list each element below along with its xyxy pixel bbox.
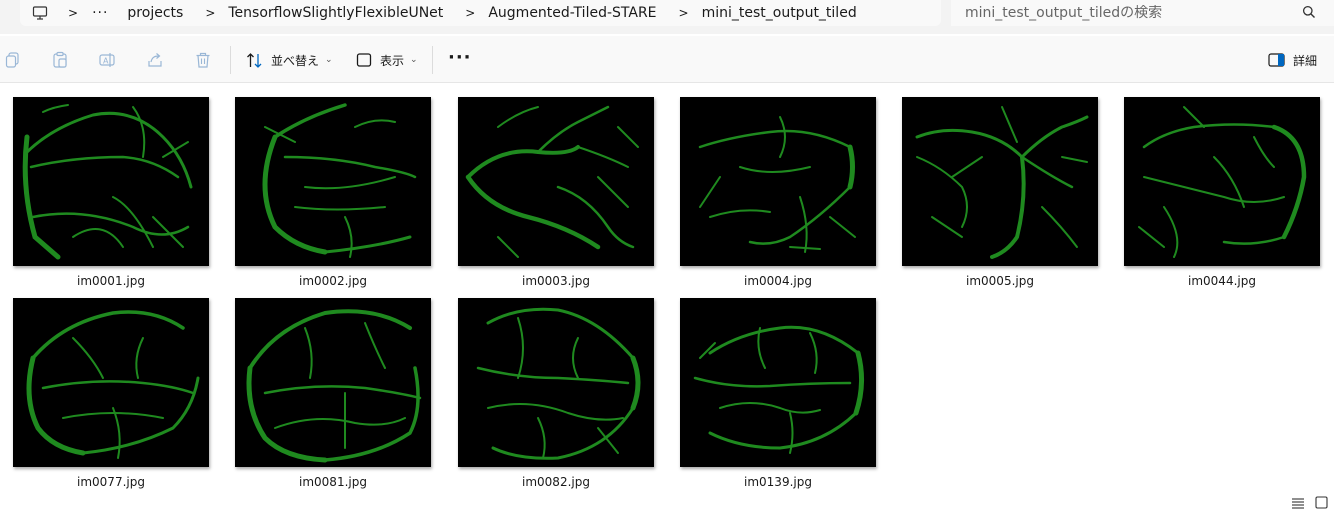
copy-icon xyxy=(5,52,19,68)
file-item[interactable]: im0005.jpg xyxy=(902,97,1098,288)
thumbnail-image xyxy=(1124,97,1320,266)
file-name: im0077.jpg xyxy=(77,475,145,489)
delete-button[interactable] xyxy=(194,49,212,71)
address-bar-row: > ··· projects > TensorflowSlightlyFlexi… xyxy=(0,0,1334,34)
large-icons-view-icon[interactable] xyxy=(1315,494,1328,513)
copy-button[interactable] xyxy=(4,49,22,71)
paste-icon xyxy=(53,51,67,68)
file-name: im0004.jpg xyxy=(744,274,812,288)
thumbnail-image xyxy=(902,97,1098,266)
more-options-button[interactable]: ··· xyxy=(448,46,472,68)
rename-button[interactable]: A xyxy=(98,49,116,71)
breadcrumb[interactable]: > ··· projects > TensorflowSlightlyFlexi… xyxy=(20,0,941,26)
view-button[interactable]: 表示 ⌄ xyxy=(356,49,418,71)
file-item[interactable]: im0003.jpg xyxy=(458,97,654,288)
chevron-right-icon[interactable]: > xyxy=(205,6,216,20)
breadcrumb-overflow-button[interactable]: ··· xyxy=(92,5,109,21)
file-name: im0081.jpg xyxy=(299,475,367,489)
svg-text:A: A xyxy=(103,57,109,66)
search-icon[interactable] xyxy=(1302,5,1316,23)
file-name: im0001.jpg xyxy=(77,274,145,288)
thumbnail-image xyxy=(13,97,209,266)
rename-icon: A xyxy=(99,53,115,67)
thumbnail-image xyxy=(680,298,876,467)
chevron-down-icon: ⌄ xyxy=(325,55,333,65)
details-view-icon[interactable] xyxy=(1291,494,1305,513)
breadcrumb-item-augmented[interactable]: Augmented-Tiled-STARE xyxy=(488,5,657,21)
thumbnail-image xyxy=(235,298,431,467)
details-button[interactable]: 詳細 xyxy=(1268,49,1317,71)
toolbar-divider xyxy=(230,46,231,74)
file-name: im0003.jpg xyxy=(522,274,590,288)
thumbnail-image xyxy=(235,97,431,266)
file-name: im0044.jpg xyxy=(1188,274,1256,288)
file-grid: im0001.jpg im0002.jpg xyxy=(0,83,1334,493)
details-label: 詳細 xyxy=(1293,53,1318,68)
file-item[interactable]: im0001.jpg xyxy=(13,97,209,288)
thumbnail-image xyxy=(13,298,209,467)
trash-icon xyxy=(196,52,210,68)
thumbnail-image xyxy=(458,298,654,467)
search-input[interactable] xyxy=(965,5,1285,21)
chevron-down-icon: ⌄ xyxy=(410,55,418,65)
share-icon xyxy=(148,53,162,67)
breadcrumb-item-current[interactable]: mini_test_output_tiled xyxy=(701,5,857,21)
breadcrumb-item-projects[interactable]: projects xyxy=(127,5,184,21)
view-mode-switcher xyxy=(1291,494,1328,513)
file-item[interactable]: im0081.jpg xyxy=(235,298,431,489)
toolbar-divider xyxy=(432,46,433,74)
chevron-right-icon[interactable]: > xyxy=(465,6,476,20)
paste-button[interactable] xyxy=(51,49,69,71)
breadcrumb-item-tensorflow[interactable]: TensorflowSlightlyFlexibleUNet xyxy=(228,5,444,21)
file-name: im0002.jpg xyxy=(299,274,367,288)
sort-button[interactable]: 並べ替え ⌄ xyxy=(246,49,333,71)
file-name: im0082.jpg xyxy=(522,475,590,489)
chevron-right-icon[interactable]: > xyxy=(68,6,79,20)
file-item[interactable]: im0002.jpg xyxy=(235,97,431,288)
file-item[interactable]: im0082.jpg xyxy=(458,298,654,489)
thumbnail-image xyxy=(458,97,654,266)
file-item[interactable]: im0139.jpg xyxy=(680,298,876,489)
details-pane-icon xyxy=(1268,53,1285,67)
this-pc-icon[interactable] xyxy=(32,5,52,21)
file-name: im0005.jpg xyxy=(966,274,1034,288)
view-label: 表示 xyxy=(380,53,405,68)
file-item[interactable]: im0044.jpg xyxy=(1124,97,1320,288)
file-name: im0139.jpg xyxy=(744,475,812,489)
search-box[interactable] xyxy=(951,0,1334,26)
command-bar: A 並べ替え ⌄ 表示 ⌄ ··· 詳細 xyxy=(0,36,1334,83)
file-item[interactable]: im0077.jpg xyxy=(13,298,209,489)
chevron-right-icon[interactable]: > xyxy=(678,6,689,20)
view-icon xyxy=(356,53,372,67)
sort-label: 並べ替え xyxy=(271,53,320,68)
thumbnail-image xyxy=(680,97,876,266)
share-button[interactable] xyxy=(146,49,164,71)
file-item[interactable]: im0004.jpg xyxy=(680,97,876,288)
sort-icon xyxy=(247,52,262,68)
